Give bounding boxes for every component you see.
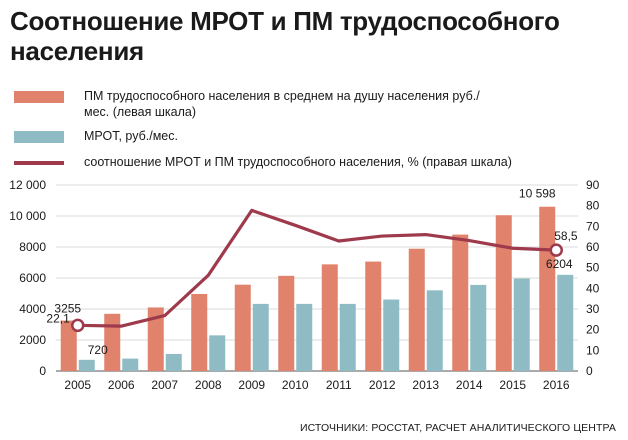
x-tick-label: 2011 — [326, 378, 352, 392]
legend-swatch-ratio — [14, 161, 64, 165]
data-label: 58,5 — [554, 229, 578, 243]
right-tick-label: 0 — [586, 364, 593, 378]
bar-mrot — [296, 303, 313, 371]
right-tick-label: 20 — [586, 323, 600, 337]
left-tick-label: 0 — [39, 364, 46, 378]
ratio-point — [71, 318, 85, 333]
right-tick-label: 70 — [586, 219, 600, 233]
legend-swatch-pm — [14, 91, 64, 103]
bar-mrot — [513, 278, 530, 371]
bar-pm — [365, 261, 382, 371]
right-tick-label: 50 — [586, 261, 600, 275]
bar-mrot — [209, 335, 226, 371]
legend-item-ratio: соотношение МРОТ и ПМ трудоспособного на… — [14, 154, 584, 170]
bar-pm — [495, 215, 512, 371]
bar-pm — [278, 275, 295, 371]
left-tick-label: 4000 — [19, 302, 46, 316]
right-tick-label: 80 — [586, 199, 600, 213]
right-tick-label: 90 — [586, 178, 600, 192]
right-tick-label: 30 — [586, 302, 600, 316]
legend-item-mrot: МРОТ, руб./мес. — [14, 128, 504, 144]
legend-label-ratio: соотношение МРОТ и ПМ трудоспособного на… — [84, 155, 512, 169]
bar-mrot — [339, 303, 356, 371]
legend-label-pm: ПМ трудоспособного населения в среднем н… — [84, 89, 480, 119]
left-tick-label: 8000 — [19, 240, 46, 254]
x-tick-label: 2012 — [369, 378, 396, 392]
bar-pm — [539, 206, 556, 371]
right-tick-label: 40 — [586, 281, 600, 295]
bar-pm — [234, 284, 251, 371]
x-tick-label: 2016 — [543, 378, 570, 392]
bar-pm — [104, 313, 121, 371]
data-label: 3255 — [54, 302, 81, 316]
legend-swatch-mrot — [14, 131, 64, 143]
left-tick-label: 10 000 — [9, 209, 46, 223]
legend-item-pm: ПМ трудоспособного населения в среднем н… — [14, 88, 504, 120]
x-tick-label: 2006 — [108, 378, 135, 392]
x-tick-label: 2010 — [282, 378, 309, 392]
bar-pm — [147, 307, 164, 371]
ratio-point — [549, 243, 563, 257]
chart-title: Соотношение МРОТ и ПМ трудоспособного на… — [10, 6, 560, 66]
bar-pm — [321, 264, 338, 371]
bar-mrot — [426, 290, 443, 371]
bar-pm — [191, 293, 208, 371]
source-note: ИСТОЧНИКИ: РОССТАТ, РАСЧЕТ АНАЛИТИЧЕСКОГ… — [299, 422, 616, 434]
x-tick-label: 2005 — [64, 378, 91, 392]
bar-pm — [452, 234, 469, 371]
right-tick-label: 60 — [586, 240, 600, 254]
x-tick-label: 2008 — [195, 378, 222, 392]
data-label: 22,1 — [46, 311, 70, 325]
bar-pm — [60, 320, 77, 371]
x-tick-label: 2014 — [456, 378, 483, 392]
x-tick-label: 2007 — [151, 378, 178, 392]
bar-mrot — [470, 284, 487, 371]
x-tick-label: 2009 — [238, 378, 265, 392]
left-tick-label: 2000 — [19, 333, 46, 347]
right-tick-label: 10 — [586, 343, 600, 357]
ratio-line — [77, 208, 557, 328]
bar-mrot — [383, 299, 400, 371]
bar-mrot — [557, 274, 574, 371]
x-tick-label: 2013 — [412, 378, 439, 392]
bar-mrot — [252, 303, 269, 371]
legend-label-mrot: МРОТ, руб./мес. — [84, 129, 178, 143]
bar-pm — [408, 248, 425, 371]
left-tick-label: 12 000 — [9, 178, 46, 192]
bar-mrot — [122, 358, 139, 371]
data-label: 6204 — [546, 257, 573, 271]
x-tick-label: 2015 — [499, 378, 526, 392]
left-tick-label: 6000 — [19, 271, 46, 285]
bar-mrot — [78, 359, 95, 371]
bar-mrot — [165, 353, 182, 371]
data-label: 720 — [88, 343, 108, 357]
data-label: 10 598 — [519, 187, 556, 201]
